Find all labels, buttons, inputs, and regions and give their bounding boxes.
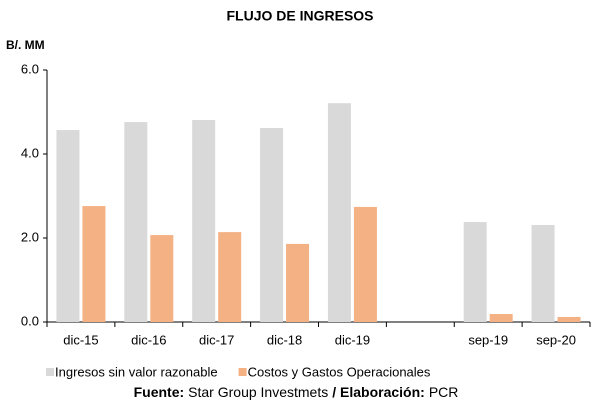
x-tick-label: dic-19	[335, 332, 370, 347]
bar	[463, 222, 487, 322]
y-tick-label: 2.0	[21, 229, 39, 244]
bar	[353, 206, 377, 322]
legend-swatch	[46, 368, 54, 376]
chart-title: FLUJO DE INGRESOS	[226, 8, 373, 24]
footer: Fuente: Star Group Investmets / Elaboració…	[0, 384, 592, 400]
bar	[557, 316, 581, 322]
credit-label: / Elaboración:	[332, 384, 425, 400]
bar	[327, 103, 351, 323]
y-tick-label: 4.0	[21, 145, 39, 160]
bar	[218, 232, 242, 322]
bar	[150, 235, 174, 322]
x-tick-label: sep-20	[536, 332, 576, 347]
x-tick-label: dic-15	[63, 332, 98, 347]
x-tick-label: sep-19	[468, 332, 508, 347]
x-tick-label: dic-16	[131, 332, 166, 347]
source: Star Group Investmets	[188, 384, 329, 400]
credit: PCR	[428, 384, 459, 400]
x-tick-label: dic-17	[199, 332, 234, 347]
legend-label: Ingresos sin valor razonable	[55, 364, 218, 379]
bar	[286, 243, 310, 322]
bar	[531, 224, 555, 322]
bar	[192, 119, 216, 322]
y-axis-label: B/. MM	[6, 38, 45, 52]
bar	[124, 122, 148, 322]
source-label: Fuente:	[133, 384, 185, 400]
legend-label: Costos y Gastos Operacionales	[248, 364, 431, 379]
bar	[56, 130, 80, 322]
y-tick-label: 0.0	[21, 313, 39, 328]
bar	[489, 314, 513, 322]
bar	[260, 127, 284, 323]
bar	[82, 206, 106, 322]
legend-swatch	[238, 368, 247, 376]
x-tick-label: dic-18	[267, 332, 302, 347]
y-tick-label: 6.0	[21, 61, 39, 76]
chart: FLUJO DE INGRESOS B/. MM 0.0 2.0 4.0 6.0 dic…	[6, 8, 591, 379]
